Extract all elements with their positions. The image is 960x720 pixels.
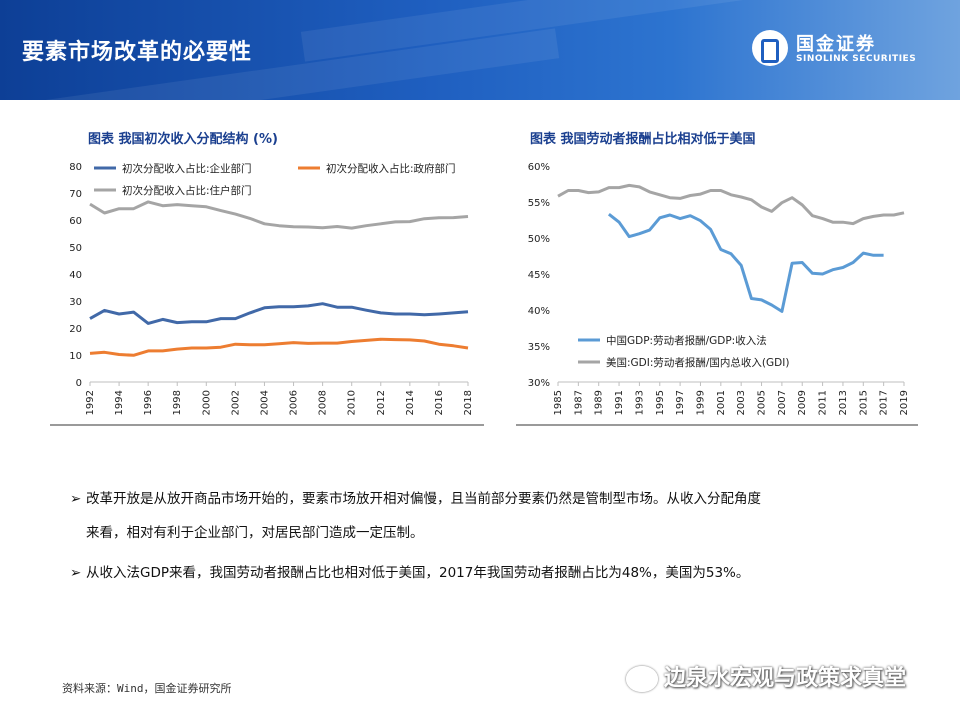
x-tick-label: 1993 [634, 390, 645, 415]
series-line-3 [89, 200, 469, 230]
bullet-list: ➢ 改革开放是从放开商品市场开始的，要素市场放开相对偏慢，且当前部分要素仍然是管… [70, 482, 910, 590]
x-tick-label: 2013 [838, 390, 849, 415]
bullet-text: 改革开放是从放开商品市场开始的，要素市场放开相对偏慢，且当前部分要素仍然是管制型… [86, 491, 761, 507]
legend-label: 中国GDP:劳动者报酬/GDP:收入法 [606, 334, 767, 347]
chart2-svg: 30% 35% 40% 45% 50% 55% 60% 1985 1987 1989 1991 199… [528, 162, 910, 415]
series-line-1 [607, 213, 884, 313]
wechat-icon [626, 666, 658, 692]
x-tick-label: 2018 [463, 390, 474, 415]
x-tick-label: 1985 [553, 390, 564, 415]
logo-text-cn: 国金证券 [796, 34, 876, 55]
watermark: 边泉水宏观与政策求真堂 [664, 666, 907, 691]
y-tick-label: 50 [69, 243, 82, 254]
x-tick-label: 2005 [757, 390, 768, 415]
x-tick-label: 2009 [797, 390, 808, 415]
x-tick-label: 1991 [614, 390, 625, 415]
y-tick-label: 70 [69, 189, 82, 200]
x-tick-label: 2015 [858, 390, 869, 415]
y-tick-label: 0 [76, 378, 82, 389]
x-tick-label: 1999 [695, 390, 706, 415]
x-tick-label: 2000 [201, 390, 212, 415]
x-tick-label: 2014 [405, 390, 416, 415]
x-tick-label: 1998 [172, 390, 183, 415]
company-logo: 国金证券 SINOLINK SECURITIES [752, 28, 942, 72]
series-line-2 [89, 337, 469, 357]
y-tick-label: 20 [69, 324, 82, 335]
bullet-text: 从收入法GDP来看，我国劳动者报酬占比也相对低于美国，2017年我国劳动者报酬占… [86, 565, 750, 581]
y-tick-label: 30 [69, 297, 82, 308]
y-tick-label: 60% [528, 162, 550, 173]
y-tick-label: 30% [528, 378, 550, 389]
x-tick-label: 2010 [347, 390, 358, 415]
y-tick-label: 40 [69, 270, 82, 281]
x-tick-label: 1987 [573, 390, 584, 415]
x-tick-label: 2004 [259, 390, 270, 415]
y-tick-label: 80 [69, 162, 82, 173]
chart2-box: 30% 35% 40% 45% 50% 55% 60% 1985 1987 1989 1991 199… [516, 150, 918, 426]
x-tick-label: 2003 [736, 390, 747, 415]
x-tick-label: 1989 [594, 390, 605, 415]
legend-label: 初次分配收入占比:企业部门 [122, 162, 252, 175]
bullet-text-continued: 来看，相对有利于企业部门，对居民部门造成一定压制。 [86, 525, 424, 541]
x-tick-label: 2011 [818, 390, 829, 415]
x-tick-label: 2006 [289, 390, 300, 415]
legend-label: 初次分配收入占比:政府部门 [326, 162, 456, 175]
x-tick-label: 1997 [675, 390, 686, 415]
x-tick-label: 2008 [318, 390, 329, 415]
chart1-title: 图表 我国初次收入分配结构 (%) [88, 132, 278, 147]
logo-icon [752, 30, 788, 66]
y-tick-label: 40% [528, 306, 550, 317]
legend-label: 初次分配收入占比:住户部门 [122, 184, 252, 197]
chart1-box: 0 10 20 30 40 50 60 70 80 1992 1994 1996 1998 2000 200… [50, 150, 484, 426]
logo-text-en: SINOLINK SECURITIES [796, 54, 917, 64]
y-tick-label: 35% [528, 342, 550, 353]
x-tick-label: 1995 [655, 390, 666, 415]
x-tick-label: 2002 [230, 390, 241, 415]
y-tick-label: 10 [69, 351, 82, 362]
x-tick-label: 1994 [114, 390, 125, 415]
y-tick-label: 55% [528, 198, 550, 209]
y-tick-label: 60 [69, 216, 82, 227]
series-line-1 [89, 302, 469, 325]
y-tick-label: 50% [528, 234, 550, 245]
x-tick-label: 2007 [777, 390, 788, 415]
y-tick-label: 45% [528, 270, 550, 281]
x-tick-label: 2016 [434, 390, 445, 415]
bullet-item: ➢ 从收入法GDP来看，我国劳动者报酬占比也相对低于美国，2017年我国劳动者报… [70, 556, 910, 590]
chart2-title: 图表 我国劳动者报酬占比相对低于美国 [530, 132, 756, 147]
x-tick-label: 2012 [376, 390, 387, 415]
x-tick-label: 1992 [85, 390, 96, 415]
x-tick-label: 2017 [879, 390, 890, 415]
x-tick-label: 2001 [716, 390, 727, 415]
chart1-svg: 0 10 20 30 40 50 60 70 80 1992 1994 1996 1998 2000 200… [69, 162, 474, 415]
bullet-item: ➢ 改革开放是从放开商品市场开始的，要素市场放开相对偏慢，且当前部分要素仍然是管… [70, 482, 910, 550]
x-tick-label: 1996 [143, 390, 154, 415]
x-tick-label: 2019 [899, 390, 910, 415]
arrow-bullet-icon: ➢ [70, 491, 82, 507]
header-banner: 要素市场改革的必要性 国金证券 SINOLINK SECURITIES [0, 0, 960, 100]
legend-label: 美国:GDI:劳动者报酬/国内总收入(GDI) [606, 356, 789, 369]
source-note: 资料来源：Wind，国金证券研究所 [62, 682, 232, 695]
series-line-2 [557, 183, 905, 226]
page-title: 要素市场改革的必要性 [22, 40, 253, 65]
arrow-bullet-icon: ➢ [70, 565, 82, 581]
